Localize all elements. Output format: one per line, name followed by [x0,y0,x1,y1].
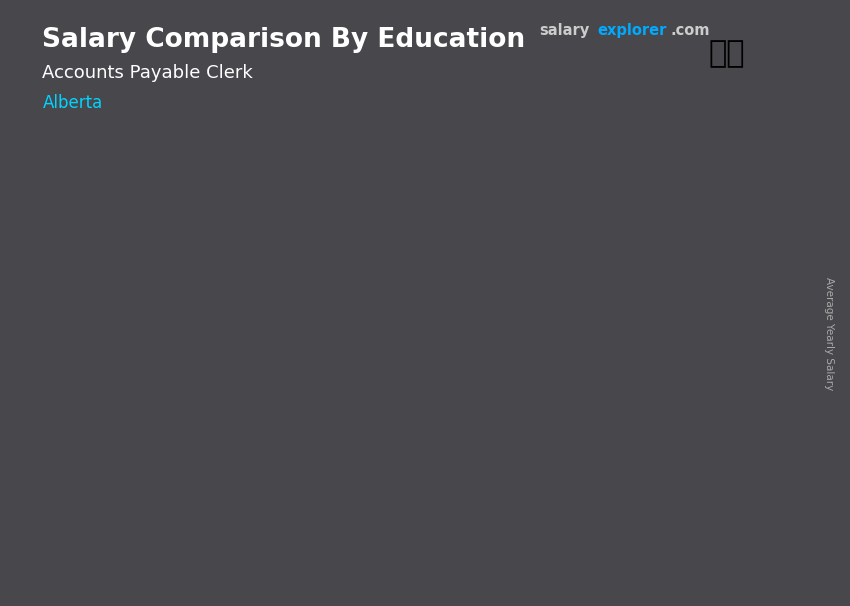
Text: +38%: +38% [519,189,586,209]
FancyBboxPatch shape [620,197,698,533]
Polygon shape [368,278,471,289]
Text: Bachelor's
Degree: Bachelor's Degree [632,563,712,595]
FancyBboxPatch shape [116,363,192,533]
Text: Average Yearly Salary: Average Yearly Salary [824,277,834,390]
Polygon shape [698,181,724,533]
Text: 🇨🇦: 🇨🇦 [709,39,745,68]
Text: .com: .com [671,23,710,38]
Polygon shape [445,278,471,533]
Text: salary: salary [540,23,590,38]
Text: Accounts Payable Clerk: Accounts Payable Clerk [42,64,253,82]
Text: explorer: explorer [598,23,667,38]
Polygon shape [620,181,724,197]
FancyArrowPatch shape [460,0,695,281]
Text: Salary Comparison By Education: Salary Comparison By Education [42,27,525,53]
FancyBboxPatch shape [368,289,445,533]
Text: 51,700 CAD: 51,700 CAD [31,342,127,358]
Text: 74,000 CAD: 74,000 CAD [332,269,428,284]
Polygon shape [192,355,218,533]
Polygon shape [116,355,218,363]
Text: +43%: +43% [236,251,303,271]
Text: High School: High School [122,563,212,578]
FancyArrowPatch shape [207,75,443,349]
Text: 102,000 CAD: 102,000 CAD [694,177,800,191]
Text: Alberta: Alberta [42,94,103,112]
Text: Certificate or
Diploma: Certificate or Diploma [370,563,470,595]
